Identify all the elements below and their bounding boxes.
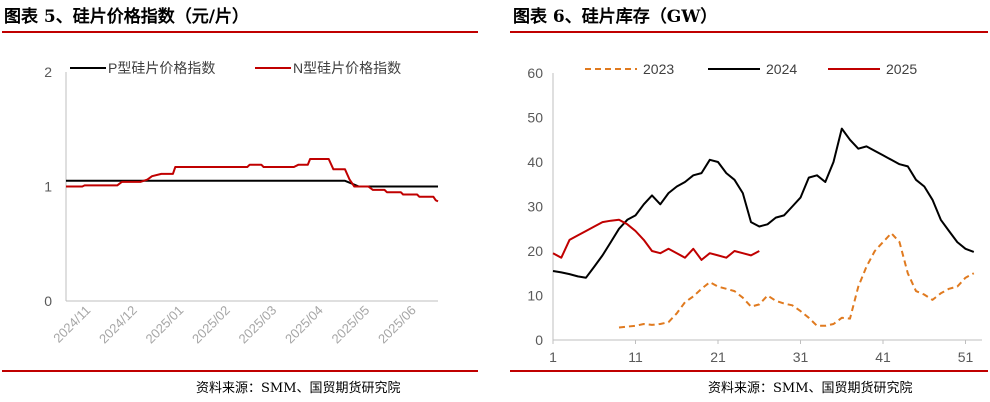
y-tick-label: 1 (44, 179, 52, 195)
legend-label: 2023 (643, 61, 674, 77)
y-tick-label: 40 (527, 154, 543, 170)
x-tick-label: 41 (875, 349, 891, 365)
y-tick-label: 30 (527, 199, 543, 215)
x-tick-label: 2025/01 (143, 303, 187, 347)
x-tick-label: 51 (958, 349, 974, 365)
right-source-rule (510, 370, 988, 372)
series-line-2024 (552, 127, 975, 279)
x-tick-label: 1 (549, 349, 557, 365)
x-tick-label: 2024/11 (50, 303, 93, 346)
legend-label: N型硅片价格指数 (293, 60, 401, 76)
legend-label: 2024 (766, 61, 797, 77)
x-tick-label: 2025/03 (236, 303, 280, 347)
right-chart-title: 图表 6、硅片库存（GW） (513, 7, 718, 27)
x-tick-label: 31 (793, 349, 809, 365)
y-tick-label: 10 (527, 288, 543, 304)
left-title-rule (2, 31, 478, 33)
right-title-rule (510, 31, 988, 33)
series-line-2025 (552, 218, 760, 261)
series-line-2023 (618, 232, 975, 329)
y-tick-label: 60 (527, 65, 543, 81)
y-tick-label: 20 (527, 243, 543, 259)
x-tick-label: 2025/04 (282, 303, 326, 347)
y-tick-label: 0 (535, 332, 543, 348)
y-tick-label: 0 (44, 293, 52, 309)
left-source-rule (2, 370, 478, 372)
x-tick-label: 2025/02 (189, 303, 233, 347)
right-source-note: 资料来源：SMM、国贸期货研究院 (708, 381, 913, 396)
x-tick-label: 2025/06 (375, 303, 419, 347)
left-chart-title: 图表 5、硅片价格指数（元/片） (4, 7, 249, 27)
x-tick-label: 21 (710, 349, 726, 365)
legend-label: P型硅片价格指数 (108, 60, 215, 76)
y-tick-label: 2 (44, 64, 52, 80)
x-tick-label: 2025/05 (329, 303, 373, 347)
x-tick-label: 2024/12 (96, 303, 140, 347)
series-line-n-type (66, 158, 439, 203)
legend-label: 2025 (886, 61, 917, 77)
x-tick-label: 11 (628, 349, 643, 365)
y-tick-label: 50 (527, 110, 543, 126)
left-source-note: 资料来源：SMM、国贸期货研究院 (196, 381, 401, 396)
